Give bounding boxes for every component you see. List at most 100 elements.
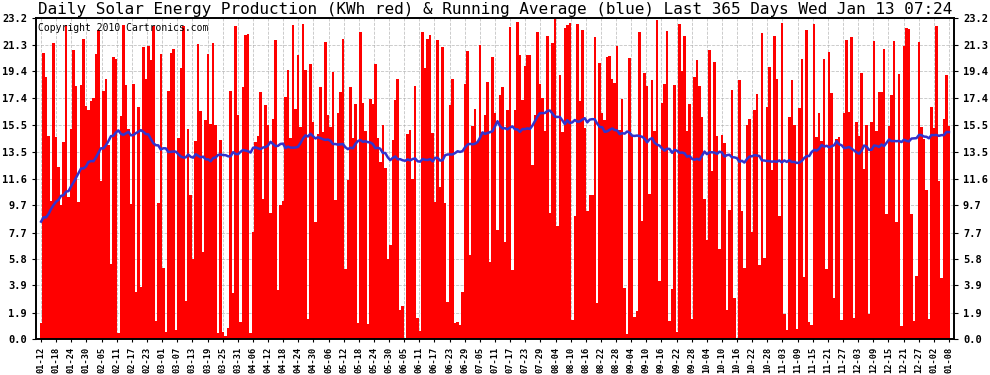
Bar bbox=[125, 86, 127, 339]
Bar bbox=[838, 138, 841, 339]
Bar bbox=[227, 328, 230, 339]
Bar bbox=[683, 36, 686, 339]
Bar bbox=[745, 125, 748, 339]
Bar bbox=[596, 303, 599, 339]
Bar bbox=[581, 30, 583, 339]
Bar bbox=[698, 86, 701, 339]
Bar bbox=[873, 41, 875, 339]
Bar bbox=[259, 92, 261, 339]
Bar bbox=[205, 120, 207, 339]
Bar bbox=[655, 20, 658, 339]
Bar bbox=[491, 57, 494, 339]
Bar bbox=[775, 80, 778, 339]
Bar bbox=[242, 87, 245, 339]
Bar bbox=[576, 24, 578, 339]
Bar bbox=[235, 26, 237, 339]
Bar bbox=[888, 126, 890, 339]
Bar bbox=[399, 310, 402, 339]
Bar bbox=[458, 325, 461, 339]
Bar bbox=[663, 84, 666, 339]
Bar bbox=[289, 138, 292, 339]
Bar bbox=[432, 133, 434, 339]
Bar bbox=[940, 278, 942, 339]
Bar bbox=[760, 33, 763, 339]
Bar bbox=[319, 87, 322, 339]
Bar bbox=[409, 130, 412, 339]
Bar bbox=[374, 63, 376, 339]
Bar bbox=[671, 290, 673, 339]
Bar bbox=[571, 320, 573, 339]
Bar bbox=[351, 138, 354, 339]
Bar bbox=[456, 322, 458, 339]
Bar bbox=[828, 52, 831, 339]
Bar bbox=[77, 201, 80, 339]
Bar bbox=[322, 132, 324, 339]
Bar bbox=[666, 31, 668, 339]
Bar bbox=[157, 203, 159, 339]
Bar bbox=[274, 40, 277, 339]
Bar bbox=[446, 302, 448, 339]
Bar bbox=[504, 242, 506, 339]
Bar bbox=[391, 140, 394, 339]
Bar bbox=[164, 332, 167, 339]
Bar bbox=[847, 112, 850, 339]
Bar bbox=[561, 132, 563, 339]
Bar bbox=[594, 38, 596, 339]
Bar bbox=[202, 252, 205, 339]
Bar bbox=[890, 94, 893, 339]
Bar bbox=[788, 117, 791, 339]
Bar bbox=[501, 87, 504, 339]
Bar bbox=[661, 102, 663, 339]
Bar bbox=[770, 170, 773, 339]
Bar bbox=[67, 197, 69, 339]
Bar bbox=[486, 82, 489, 339]
Bar bbox=[324, 42, 327, 339]
Bar bbox=[763, 258, 765, 339]
Bar bbox=[269, 213, 272, 339]
Bar bbox=[858, 136, 860, 339]
Bar bbox=[609, 56, 611, 339]
Bar bbox=[187, 129, 189, 339]
Bar bbox=[349, 87, 351, 339]
Bar bbox=[726, 310, 729, 339]
Bar bbox=[758, 265, 760, 339]
Bar bbox=[359, 32, 361, 339]
Bar bbox=[340, 92, 342, 339]
Bar bbox=[232, 293, 235, 339]
Bar bbox=[729, 210, 731, 339]
Bar bbox=[883, 49, 885, 339]
Bar bbox=[52, 43, 54, 339]
Bar bbox=[192, 259, 194, 339]
Bar bbox=[898, 74, 900, 339]
Bar bbox=[364, 131, 366, 339]
Bar bbox=[910, 214, 913, 339]
Bar bbox=[548, 213, 551, 339]
Bar bbox=[676, 333, 678, 339]
Bar bbox=[908, 29, 910, 339]
Bar bbox=[768, 67, 770, 339]
Bar bbox=[62, 142, 64, 339]
Bar bbox=[69, 129, 72, 339]
Bar bbox=[778, 216, 780, 339]
Bar bbox=[833, 298, 836, 339]
Bar bbox=[302, 24, 304, 339]
Bar bbox=[511, 270, 514, 339]
Bar bbox=[54, 137, 57, 339]
Bar bbox=[616, 46, 619, 339]
Bar bbox=[110, 264, 112, 339]
Bar bbox=[140, 287, 143, 339]
Bar bbox=[264, 105, 266, 339]
Bar bbox=[424, 68, 427, 339]
Bar bbox=[461, 292, 464, 339]
Bar bbox=[439, 187, 442, 339]
Bar bbox=[716, 136, 718, 339]
Bar bbox=[215, 124, 217, 339]
Bar bbox=[624, 288, 626, 339]
Bar bbox=[546, 36, 548, 339]
Bar bbox=[556, 226, 558, 339]
Bar bbox=[148, 46, 149, 339]
Bar bbox=[194, 141, 197, 339]
Bar bbox=[240, 322, 242, 339]
Bar bbox=[813, 24, 816, 339]
Bar bbox=[95, 54, 97, 339]
